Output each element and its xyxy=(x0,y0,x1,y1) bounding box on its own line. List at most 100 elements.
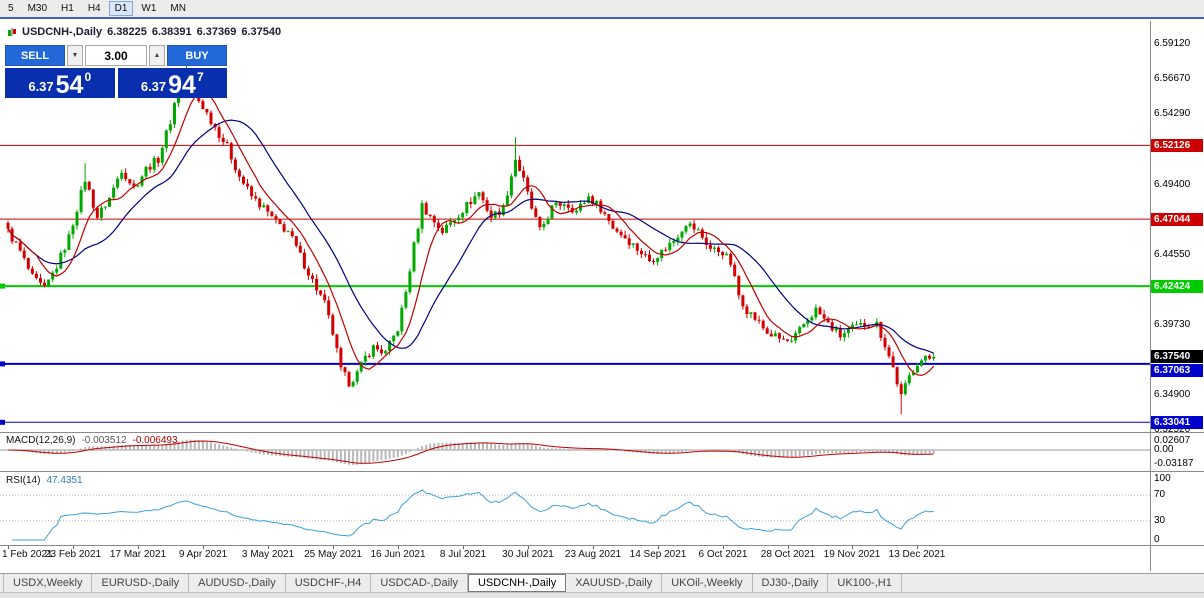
bid-price-sup: 0 xyxy=(84,70,92,84)
rsi-axis-label: 70 xyxy=(1154,489,1166,500)
timeframe-button-mn[interactable]: MN xyxy=(170,3,186,14)
bid-price-display[interactable]: 6.37 54 0 xyxy=(5,68,115,98)
macd-signal-value: -0.006493 xyxy=(132,435,178,446)
chart-tab-usdcaddaily[interactable]: USDCAD-,Daily xyxy=(371,574,468,592)
ask-price-small: 6.37 xyxy=(140,79,167,94)
date-axis-label: 14 Sep 2021 xyxy=(629,549,687,560)
date-axis-tick xyxy=(268,546,269,549)
timeframe-button-w1[interactable]: W1 xyxy=(141,3,157,14)
price-axis-label: 6.59120 xyxy=(1154,38,1191,49)
chart-tab-xauusddaily[interactable]: XAUUSD-,Daily xyxy=(566,574,663,592)
timeframe-button-d1[interactable]: D1 xyxy=(108,1,134,16)
ohlc-open: 6.38225 xyxy=(107,26,147,38)
volume-decrease-button[interactable]: ▼ xyxy=(67,45,83,66)
chevron-up-icon: ▲ xyxy=(153,52,161,59)
date-axis-label: 23 Feb 2021 xyxy=(44,549,102,560)
buy-button[interactable]: BUY xyxy=(167,45,227,66)
date-axis-tick xyxy=(398,546,399,549)
ask-price-big: 94 xyxy=(168,70,196,99)
one-click-trading-panel: SELL ▼ 3.00 ▲ BUY 6.37 54 0 6.37 94 7 xyxy=(5,45,227,98)
timeframe-toolbar: 5 M30 H1 H4 D1 W1 MN xyxy=(0,0,1204,19)
date-axis-label: 16 Jun 2021 xyxy=(370,549,426,560)
price-level-badge: 6.47044 xyxy=(1151,213,1203,226)
chart-tab-usdcnhdaily[interactable]: USDCNH-,Daily xyxy=(467,574,567,592)
price-axis-border xyxy=(1150,21,1151,571)
chart-tabs-bar: USDX,Weekly EURUSD-,Daily AUDUSD-,Daily USD… xyxy=(0,573,1204,592)
date-axis-label: 9 Apr 2021 xyxy=(178,549,228,560)
chart-tab-eurusddaily[interactable]: EURUSD-,Daily xyxy=(92,574,190,592)
timeframe-button-5[interactable]: 5 xyxy=(8,3,14,14)
rsi-axis-label: 0 xyxy=(1154,534,1160,545)
candlestick-chart-icon xyxy=(7,27,17,37)
price-level-badge: 6.33041 xyxy=(1151,416,1203,429)
price-axis-label: 6.39730 xyxy=(1154,319,1191,330)
date-axis-label: 3 May 2021 xyxy=(241,549,295,560)
price-level-badge: 6.42424 xyxy=(1151,280,1203,293)
date-axis-tick xyxy=(852,546,853,549)
price-axis-label: 6.34900 xyxy=(1154,389,1191,400)
bid-price-small: 6.37 xyxy=(28,79,54,94)
date-axis-tick xyxy=(528,546,529,549)
price-axis-label: 6.49400 xyxy=(1154,179,1191,190)
chart-tab-usdchfh4[interactable]: USDCHF-,H4 xyxy=(286,574,372,592)
date-axis-tick xyxy=(658,546,659,549)
timeframe-button-m30[interactable]: M30 xyxy=(27,3,48,14)
price-level-badge: 6.37063 xyxy=(1151,364,1203,377)
volume-input[interactable]: 3.00 xyxy=(85,45,147,66)
ohlc-high: 6.38391 xyxy=(151,26,192,38)
date-axis-label: 17 Mar 2021 xyxy=(109,549,167,560)
price-level-badge: 6.52126 xyxy=(1151,139,1203,152)
candlestick-chart[interactable] xyxy=(0,21,1150,432)
panel-separator xyxy=(0,545,1204,546)
status-strip xyxy=(0,592,1204,598)
date-axis-tick xyxy=(917,546,918,549)
macd-indicator-chart[interactable] xyxy=(0,433,1150,471)
panel-separator[interactable] xyxy=(0,471,1204,472)
date-axis-label: 23 Aug 2021 xyxy=(564,549,622,560)
price-axis-label: 6.32520 xyxy=(1154,424,1191,435)
macd-axis-label: -0.03187 xyxy=(1154,458,1194,469)
rsi-axis-label: 100 xyxy=(1154,473,1171,484)
ask-price-display[interactable]: 6.37 94 7 xyxy=(117,68,227,99)
price-axis-label: 6.54290 xyxy=(1154,108,1191,119)
chevron-down-icon: ▼ xyxy=(71,52,79,59)
price-level-badge: 6.37540 xyxy=(1151,350,1203,363)
date-axis-tick xyxy=(723,546,724,549)
panel-separator[interactable] xyxy=(0,432,1204,433)
timeframe-button-h4[interactable]: H4 xyxy=(87,3,101,14)
volume-increase-button[interactable]: ▲ xyxy=(149,45,165,66)
date-axis-label: 19 Nov 2021 xyxy=(823,549,881,560)
date-axis-tick xyxy=(73,546,74,549)
macd-value: -0.003512 xyxy=(81,435,127,446)
date-axis-tick xyxy=(593,546,594,549)
date-axis-label: 30 Jul 2021 xyxy=(502,549,554,560)
date-axis-tick xyxy=(463,546,464,549)
chart-title: USDCNH-,Daily 6.38225 6.38391 6.37369 6.… xyxy=(7,26,281,38)
rsi-axis-label: 30 xyxy=(1154,515,1166,526)
bid-price-big: 54 xyxy=(55,70,84,99)
ohlc-close: 6.37540 xyxy=(241,26,282,38)
macd-label: MACD(12,26,9) -0.003512 -0.006493 xyxy=(6,435,178,446)
chart-tab-audusddaily[interactable]: AUDUSD-,Daily xyxy=(189,574,286,592)
date-axis-tick xyxy=(333,546,334,549)
date-axis-label: 6 Oct 2021 xyxy=(698,549,748,560)
rsi-indicator-chart[interactable] xyxy=(0,472,1150,545)
price-axis-label: 6.56670 xyxy=(1154,73,1191,84)
chart-tab-dj30daily[interactable]: DJ30-,Daily xyxy=(753,574,829,592)
symbol-period-label: USDCNH-,Daily xyxy=(22,26,103,38)
date-axis-label: 8 Jul 2021 xyxy=(439,549,487,560)
date-axis-tick xyxy=(788,546,789,549)
ohlc-low: 6.37369 xyxy=(196,26,237,38)
price-axis-label: 6.44550 xyxy=(1154,249,1191,260)
rsi-label: RSI(14) 47.4351 xyxy=(6,475,83,486)
date-axis-label: 1 Feb 2021 xyxy=(2,549,53,560)
chart-tab-uk100h1[interactable]: UK100-,H1 xyxy=(828,574,902,592)
sell-button[interactable]: SELL xyxy=(5,45,65,66)
macd-axis-label: 0.02607 xyxy=(1154,435,1191,446)
date-axis-tick xyxy=(203,546,204,549)
chart-tab-usdxweekly[interactable]: USDX,Weekly xyxy=(3,574,93,592)
timeframe-button-h1[interactable]: H1 xyxy=(61,3,74,14)
macd-axis-label: 0.00 xyxy=(1154,444,1174,455)
chart-tab-ukoilweekly[interactable]: UKOil-,Weekly xyxy=(662,574,753,592)
